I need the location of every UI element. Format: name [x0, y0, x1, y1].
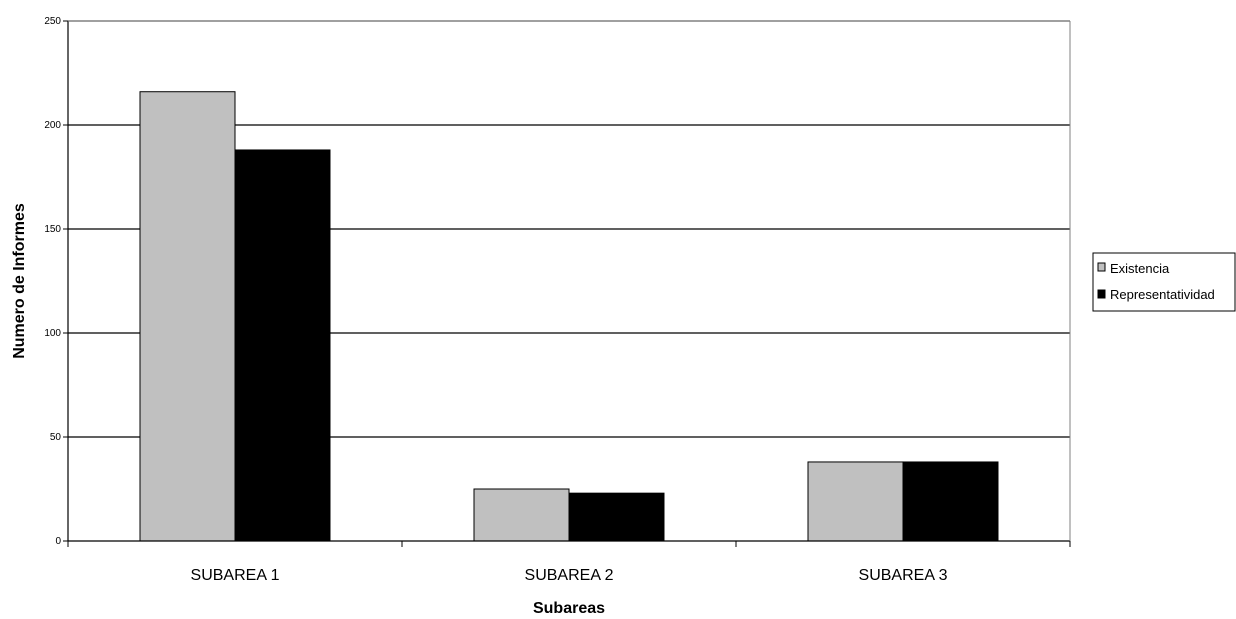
- bars: [139, 91, 999, 542]
- legend: Existencia Representatividad: [1092, 252, 1236, 312]
- y-tick-label-50: 50: [50, 432, 62, 443]
- y-tick-label-150: 150: [44, 224, 61, 235]
- bar-representatividad-3: [902, 461, 999, 542]
- bar-existencia-3: [807, 461, 904, 542]
- bar-existencia-2: [473, 488, 570, 542]
- legend-label-representatividad: Representatividad: [1110, 287, 1215, 302]
- bar-existencia-1: [139, 91, 236, 542]
- y-tick-label-100: 100: [44, 328, 61, 339]
- x-axis-title: Subareas: [533, 600, 605, 617]
- x-tick-label-1: SUBAREA 1: [191, 567, 280, 584]
- legend-swatch-representatividad: [1097, 289, 1106, 299]
- legend-box: [1092, 252, 1236, 312]
- axes: 0 50 100 150 200 250 SUBAREA 1 SUBAREA 2 SUBAREA…: [44, 16, 1071, 584]
- y-tick-label-200: 200: [44, 120, 61, 131]
- bar-representatividad-1: [234, 149, 331, 542]
- legend-label-existencia: Existencia: [1110, 261, 1170, 276]
- y-axis-title: Numero de Informes: [11, 203, 28, 359]
- legend-swatch-existencia: [1097, 262, 1106, 272]
- x-tick-label-2: SUBAREA 2: [525, 567, 614, 584]
- x-tick-label-3: SUBAREA 3: [859, 567, 948, 584]
- bar-representatividad-2: [568, 492, 665, 542]
- y-tick-label-250: 250: [44, 16, 61, 27]
- y-tick-label-0: 0: [55, 536, 61, 547]
